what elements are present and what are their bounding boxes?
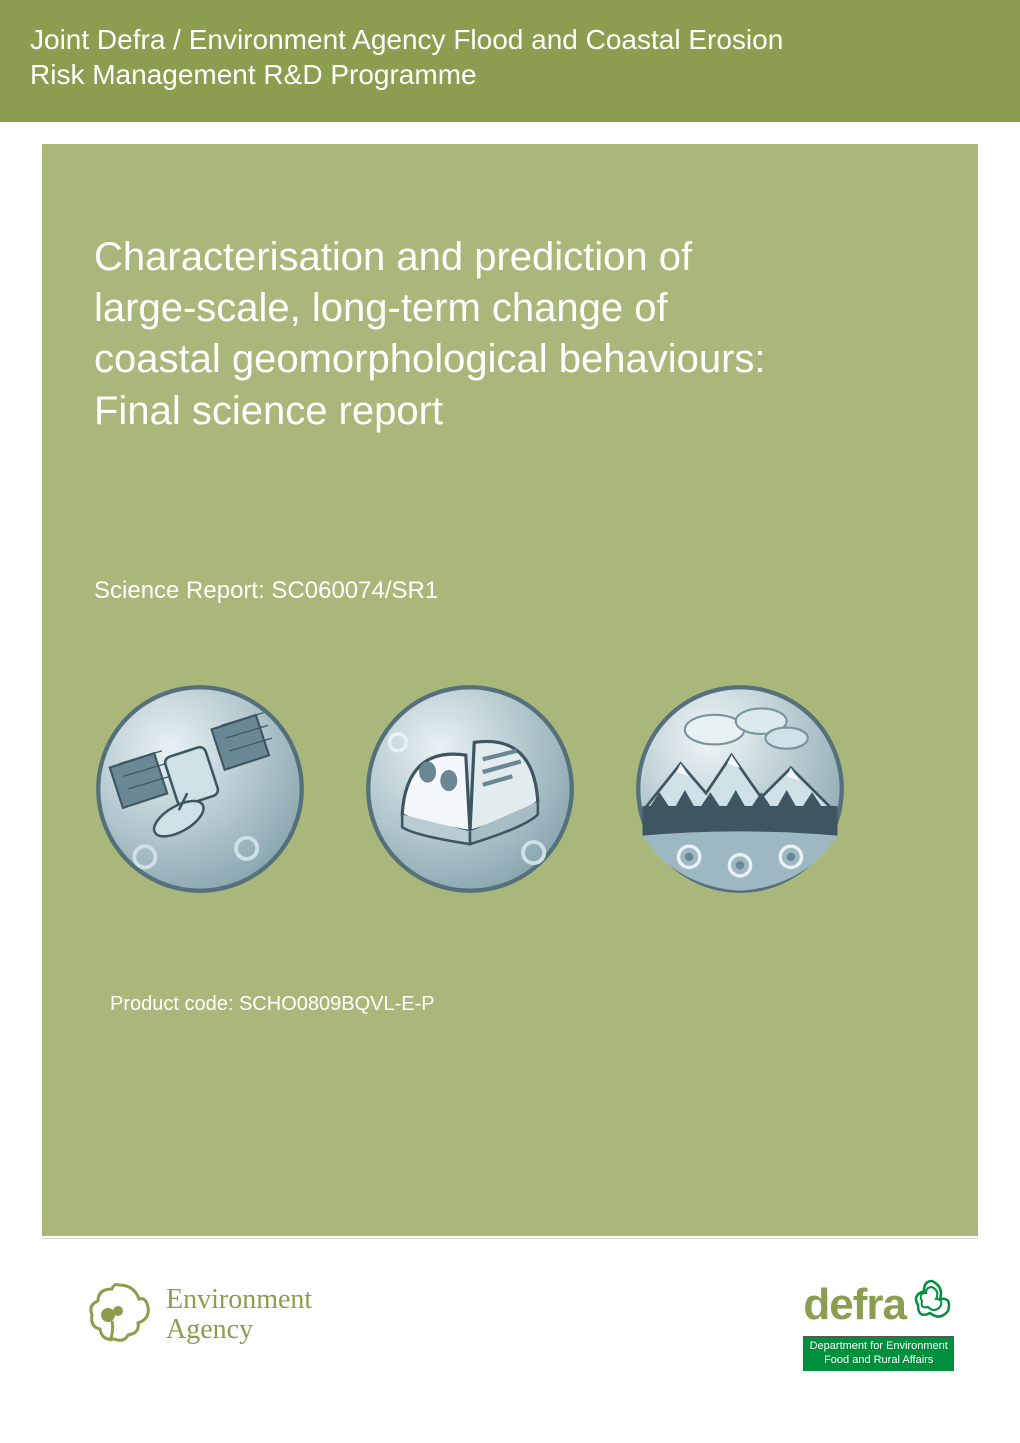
defra-tagline: Department for Environment Food and Rura…: [803, 1336, 954, 1371]
programme-header: Joint Defra / Environment Agency Flood a…: [0, 0, 1020, 122]
theme-icons-row: [42, 605, 978, 895]
report-title: Characterisation and prediction of large…: [42, 144, 978, 437]
defra-knot-icon: [910, 1277, 954, 1332]
defra-wordmark: defra: [803, 1277, 954, 1332]
title-line-2: large-scale, long-term change of: [94, 283, 926, 334]
ea-line-2: Agency: [166, 1315, 312, 1344]
cover-panel: Characterisation and prediction of large…: [42, 144, 978, 1236]
header-line-2: Risk Management R&D Programme: [30, 57, 990, 92]
ea-tree-icon: [84, 1277, 154, 1352]
title-line-1: Characterisation and prediction of: [94, 232, 926, 283]
book-icon: [364, 683, 576, 895]
defra-text: defra: [803, 1280, 906, 1330]
defra-logo: defra Department for Environment Food an…: [803, 1277, 954, 1371]
defra-tag-line-2: Food and Rural Affairs: [809, 1354, 948, 1368]
defra-tag-line-1: Department for Environment: [809, 1340, 948, 1354]
satellite-icon: [94, 683, 306, 895]
title-line-3: coastal geomorphological behaviours:: [94, 334, 926, 385]
science-report-number: Science Report: SC060074/SR1: [42, 437, 978, 605]
environment-agency-logo: Environment Agency: [84, 1277, 312, 1352]
ea-line-1: Environment: [166, 1285, 312, 1314]
footer-logos: Environment Agency defra Department for …: [42, 1238, 978, 1424]
product-code: Product code: SCHO0809BQVL-E-P: [42, 895, 978, 1016]
header-line-1: Joint Defra / Environment Agency Flood a…: [30, 22, 990, 57]
landscape-icon: [634, 683, 846, 895]
title-line-4: Final science report: [94, 386, 926, 437]
ea-logo-text: Environment Agency: [166, 1285, 312, 1344]
